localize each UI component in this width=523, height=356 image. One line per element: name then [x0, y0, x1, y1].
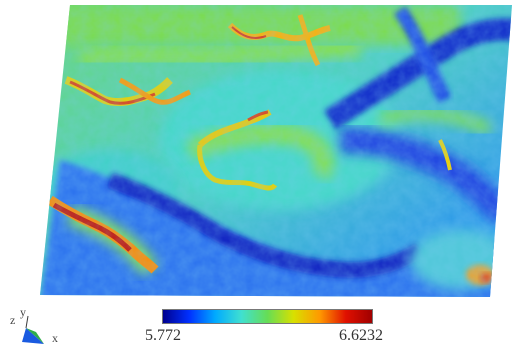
axis-label-x: x: [52, 331, 58, 345]
axis-label-z: z: [10, 313, 16, 327]
axis-triad-icon: [22, 315, 44, 344]
axis-label-y: y: [20, 305, 26, 319]
colorbar-max-label: 6.6232: [339, 327, 383, 344]
colorbar-min-label: 5.772: [145, 327, 181, 344]
axis-triad: y z x: [8, 306, 68, 350]
colorbar: [162, 309, 373, 324]
